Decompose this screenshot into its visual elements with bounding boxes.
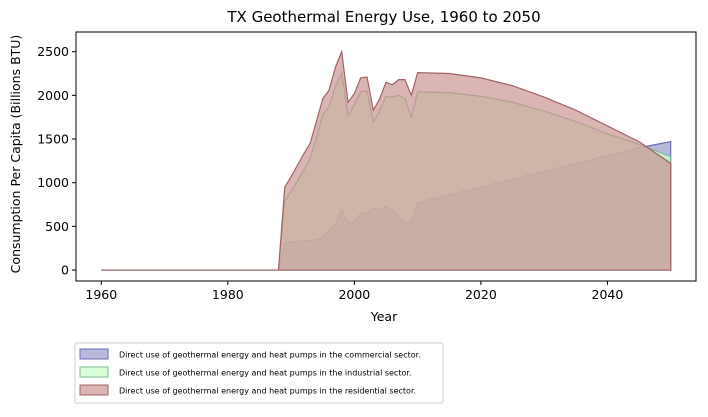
legend-label: Direct use of geothermal energy and heat… [119, 351, 421, 360]
legend-label: Direct use of geothermal energy and heat… [119, 369, 411, 378]
legend-swatch [79, 348, 109, 360]
legend-box [74, 342, 444, 404]
x-tick-label: 1980 [212, 287, 244, 302]
legend: Direct use of geothermal energy and heat… [74, 342, 444, 404]
legend-label: Direct use of geothermal energy and heat… [119, 387, 416, 396]
x-tick-label: 1960 [85, 287, 117, 302]
chart-title: TX Geothermal Energy Use, 1960 to 2050 [226, 8, 540, 26]
area-series-3 [101, 49, 672, 271]
y-tick-label: 1500 [37, 132, 69, 147]
x-axis-label: Year [370, 309, 398, 324]
y-tick-label: 0 [61, 263, 69, 278]
legend-swatch [79, 384, 109, 396]
y-tick-label: 2000 [37, 88, 69, 103]
axes-frame [75, 31, 697, 282]
x-tick-label: 2040 [592, 287, 624, 302]
y-axis-label: Consumption Per Capita (Billions BTU) [8, 35, 23, 274]
y-tick-label: 2500 [37, 44, 69, 59]
legend-swatch [79, 366, 109, 378]
x-tick-label: 2000 [338, 287, 370, 302]
y-tick-label: 500 [45, 219, 69, 234]
y-tick-label: 1000 [37, 175, 69, 190]
axis-ticks: 1960 1980 2000 2020 2040 0 500 1000 1500 2000 2500 [37, 44, 623, 302]
plot-area [101, 49, 672, 271]
x-tick-label: 2020 [465, 287, 497, 302]
